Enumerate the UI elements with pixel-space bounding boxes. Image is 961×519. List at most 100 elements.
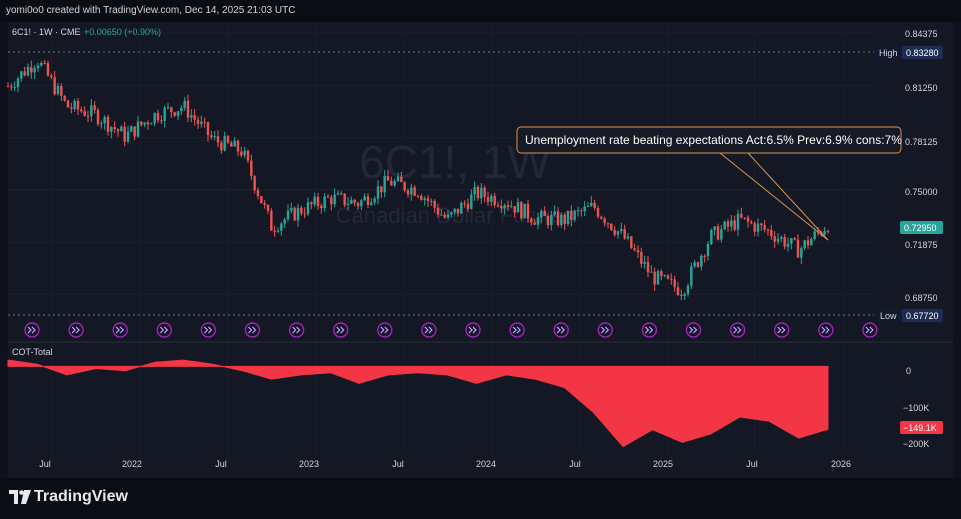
candle-body xyxy=(743,217,746,219)
candle-body xyxy=(623,229,626,239)
candle-body xyxy=(223,136,226,151)
candle-body xyxy=(336,193,340,195)
candle-body xyxy=(373,198,376,203)
economic-event-icon[interactable] xyxy=(244,322,261,338)
candle-body xyxy=(116,129,120,132)
economic-event-icon[interactable] xyxy=(288,322,305,338)
economic-event-icon[interactable] xyxy=(24,322,40,338)
candle-body xyxy=(430,200,433,202)
candle-body xyxy=(190,115,193,118)
chevrons-icon xyxy=(159,326,169,334)
candle-body xyxy=(346,203,350,205)
economic-event-icon[interactable] xyxy=(465,322,481,338)
economic-event-icon[interactable] xyxy=(774,322,790,338)
economic-event-icon[interactable] xyxy=(509,322,525,338)
candle-body xyxy=(556,211,560,225)
candle-body xyxy=(433,200,436,208)
economic-event-icon[interactable] xyxy=(156,322,173,338)
candle-body xyxy=(70,107,73,110)
economic-event-icon[interactable] xyxy=(553,322,569,338)
candle-body xyxy=(630,236,633,249)
candle-body xyxy=(106,117,110,132)
economic-event-icon[interactable] xyxy=(818,322,834,338)
chevrons-icon xyxy=(248,326,257,334)
candle-body xyxy=(83,111,86,116)
economic-event-icon[interactable] xyxy=(200,322,217,338)
candle-body xyxy=(520,202,523,219)
candle-body xyxy=(286,210,290,220)
economic-event-icon[interactable] xyxy=(729,322,746,338)
economic-event-icon[interactable] xyxy=(685,322,702,338)
candle-body xyxy=(236,140,240,152)
candle-body xyxy=(210,135,213,137)
economic-event-icon[interactable] xyxy=(68,322,84,338)
chevrons-icon xyxy=(71,326,80,334)
low-value-tag xyxy=(902,309,943,322)
candle-body xyxy=(690,266,693,286)
candle-body xyxy=(493,195,496,206)
candle-body xyxy=(763,225,766,230)
annotation-box xyxy=(516,126,902,154)
candle-body xyxy=(710,229,713,245)
candle-body xyxy=(753,223,756,232)
candle-body xyxy=(666,275,670,279)
economic-event-icon[interactable] xyxy=(112,322,128,338)
candle-body xyxy=(23,71,26,76)
attribution-bar: yomi0o0 created with TradingView.com, De… xyxy=(0,0,961,22)
candle-body xyxy=(10,86,13,88)
economic-event-icon[interactable] xyxy=(862,322,878,338)
cot-last-tag xyxy=(900,421,943,434)
candle-body xyxy=(806,240,810,246)
candle-body xyxy=(136,121,140,137)
candle-body xyxy=(263,203,266,205)
grid xyxy=(8,26,874,455)
candle-body xyxy=(506,205,510,207)
candle-body xyxy=(186,100,190,118)
price-tick-4: 0.75000 xyxy=(905,187,938,197)
candle-body xyxy=(143,122,146,125)
symbol-legend[interactable]: 6C1! · 1W · CME xyxy=(12,27,81,37)
candle-body xyxy=(283,219,286,224)
economic-events-row[interactable] xyxy=(24,322,878,338)
candle-body xyxy=(120,126,123,132)
candle-body xyxy=(326,196,330,198)
chevrons-icon xyxy=(600,326,610,334)
economic-event-icon[interactable] xyxy=(377,322,393,338)
candle-body xyxy=(150,123,153,125)
chevrons-icon xyxy=(821,326,830,334)
low-label: Low xyxy=(880,311,897,321)
candle-body xyxy=(230,142,233,147)
candle-body xyxy=(80,109,83,112)
price-axis[interactable]: 0.84375 0.81250 0.78125 0.75000 0.71875 … xyxy=(905,29,938,303)
high-tag xyxy=(874,46,902,59)
chevrons-icon xyxy=(380,326,389,334)
candle-body xyxy=(746,217,750,222)
economic-event-icon[interactable] xyxy=(641,322,658,338)
candle-body xyxy=(716,226,720,240)
economic-event-icon[interactable] xyxy=(597,322,613,338)
candle-body xyxy=(490,195,493,202)
time-axis[interactable]: Jul 2022 Jul 2023 Jul 2024 Jul 2025 Jul … xyxy=(39,459,851,469)
candle-body xyxy=(180,107,183,112)
economic-event-icon[interactable] xyxy=(333,322,349,338)
annotation-callout[interactable]: Unemployment rate beating expectations A… xyxy=(516,126,902,241)
candle-body xyxy=(216,136,220,143)
cot-axis[interactable]: 0 −100K −200K xyxy=(903,366,929,449)
candle-body xyxy=(600,216,603,219)
economic-event-icon[interactable] xyxy=(421,322,437,338)
candle-body xyxy=(663,275,666,277)
candle-body xyxy=(446,214,450,218)
time-tick-6: 2024 xyxy=(476,459,496,469)
chevrons-icon xyxy=(865,326,874,334)
candle-body xyxy=(640,252,643,264)
annotation-pointer-a xyxy=(719,152,829,241)
candle-body xyxy=(193,115,196,120)
candle-body xyxy=(296,207,300,221)
candle-body xyxy=(173,112,176,116)
candle-body xyxy=(166,107,170,109)
cot-title[interactable]: COT-Total xyxy=(12,347,53,357)
candle-body xyxy=(213,136,216,138)
candle-body xyxy=(776,238,780,242)
chevrons-icon xyxy=(115,326,124,334)
